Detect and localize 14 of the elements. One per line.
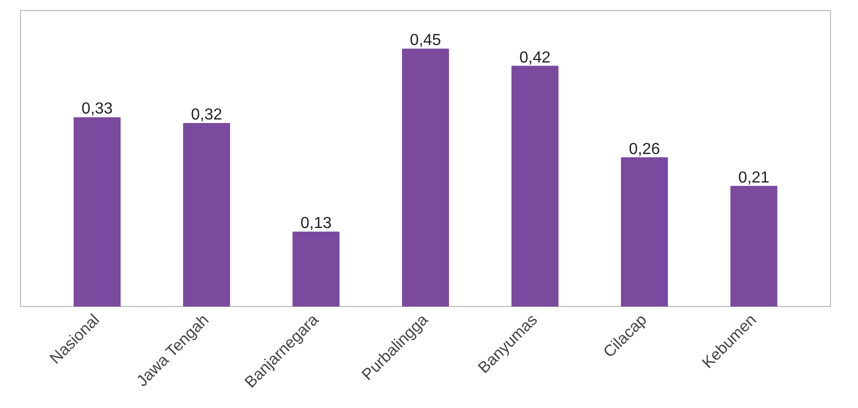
bar <box>511 66 558 306</box>
data-label: 0,21 <box>738 169 770 186</box>
bar <box>620 157 668 306</box>
data-label: 0,32 <box>191 106 222 124</box>
bar <box>183 122 230 306</box>
data-label: 0,42 <box>519 49 551 66</box>
bar <box>74 117 121 306</box>
bar <box>402 48 449 306</box>
data-label: 0,33 <box>82 100 113 118</box>
data-label: 0,26 <box>628 140 660 158</box>
bar <box>730 186 778 306</box>
bar <box>292 232 340 306</box>
data-label: 0,13 <box>300 215 332 232</box>
data-label: 0,45 <box>410 32 442 50</box>
